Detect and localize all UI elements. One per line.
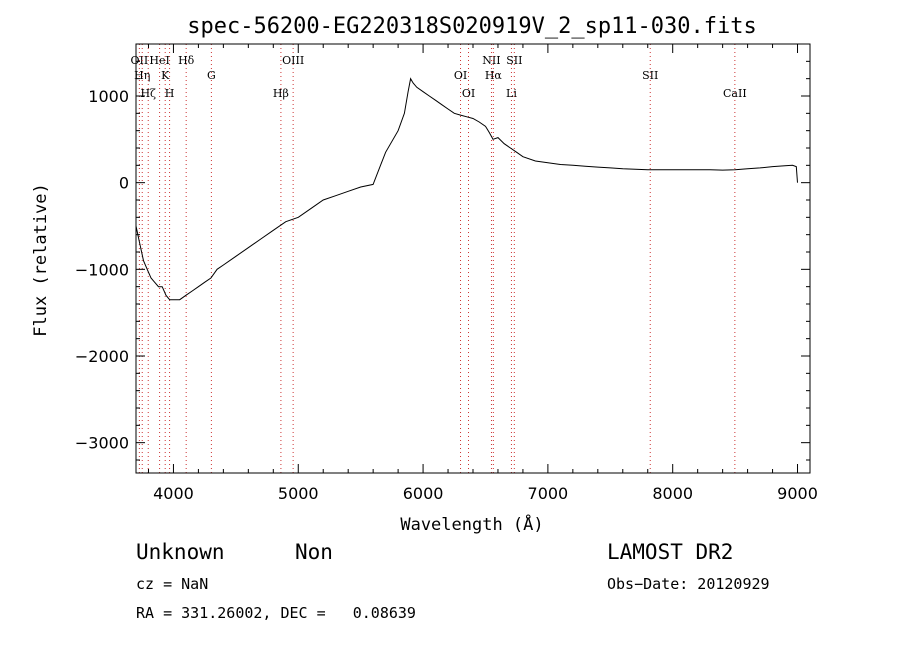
line-label: SII <box>506 54 522 67</box>
line-label: HeI <box>149 54 169 67</box>
line-label: Hβ <box>273 87 289 100</box>
line-label: Hδ <box>178 54 195 67</box>
object-subclass: Non <box>295 540 333 564</box>
y-tick-label: −1000 <box>75 260 129 279</box>
x-tick-label: 7000 <box>528 484 569 503</box>
y-axis-label: Flux (relative) <box>31 183 51 337</box>
observation-date: Obs−Date: 20120929 <box>607 575 770 593</box>
survey-name: LAMOST DR2 <box>607 540 734 564</box>
x-tick-label: 6000 <box>403 484 444 503</box>
line-label: G <box>207 69 216 82</box>
line-label: H <box>165 87 175 100</box>
redshift-cz: cz = NaN <box>136 575 209 593</box>
line-label: Li <box>506 87 517 100</box>
line-label: Hα <box>485 69 503 82</box>
emission-line-markers: OIIHηHζHeIKHHδGHβOIIIOIOINIIHαLiSIISIICa… <box>131 44 747 473</box>
object-class: Unknown <box>136 540 225 564</box>
spectrum-line <box>135 77 798 301</box>
line-label: CaII <box>723 87 747 100</box>
line-label: OI <box>462 87 475 100</box>
x-tick-label: 9000 <box>777 484 818 503</box>
line-label: OI <box>454 69 467 82</box>
line-label: K <box>161 69 170 82</box>
line-label: OIII <box>282 54 304 67</box>
line-label: OII <box>131 54 149 67</box>
y-tick-label: −2000 <box>75 347 129 366</box>
line-label: NII <box>482 54 500 67</box>
plot-frame <box>135 43 811 474</box>
y-tick-label: −3000 <box>75 434 129 453</box>
x-tick-label: 8000 <box>652 484 693 503</box>
axis-ticks: 4000 5000 6000 7000 8000 9000 −3000 −2000 −1000 0… <box>75 44 818 503</box>
ra-dec-coordinates: RA = 331.26002, DEC = 0.08639 <box>136 604 416 622</box>
y-tick-label: 0 <box>119 174 129 193</box>
x-tick-label: 4000 <box>153 484 194 503</box>
spectrum-series <box>135 77 798 301</box>
x-axis-label: Wavelength (Å) <box>400 513 543 535</box>
line-label: SII <box>642 69 658 82</box>
x-tick-label: 5000 <box>278 484 319 503</box>
chart-title: spec-56200-EG220318S020919V_2_sp11-030.f… <box>187 14 757 39</box>
line-label: Hζ <box>140 87 156 100</box>
y-tick-label: 1000 <box>88 87 129 106</box>
